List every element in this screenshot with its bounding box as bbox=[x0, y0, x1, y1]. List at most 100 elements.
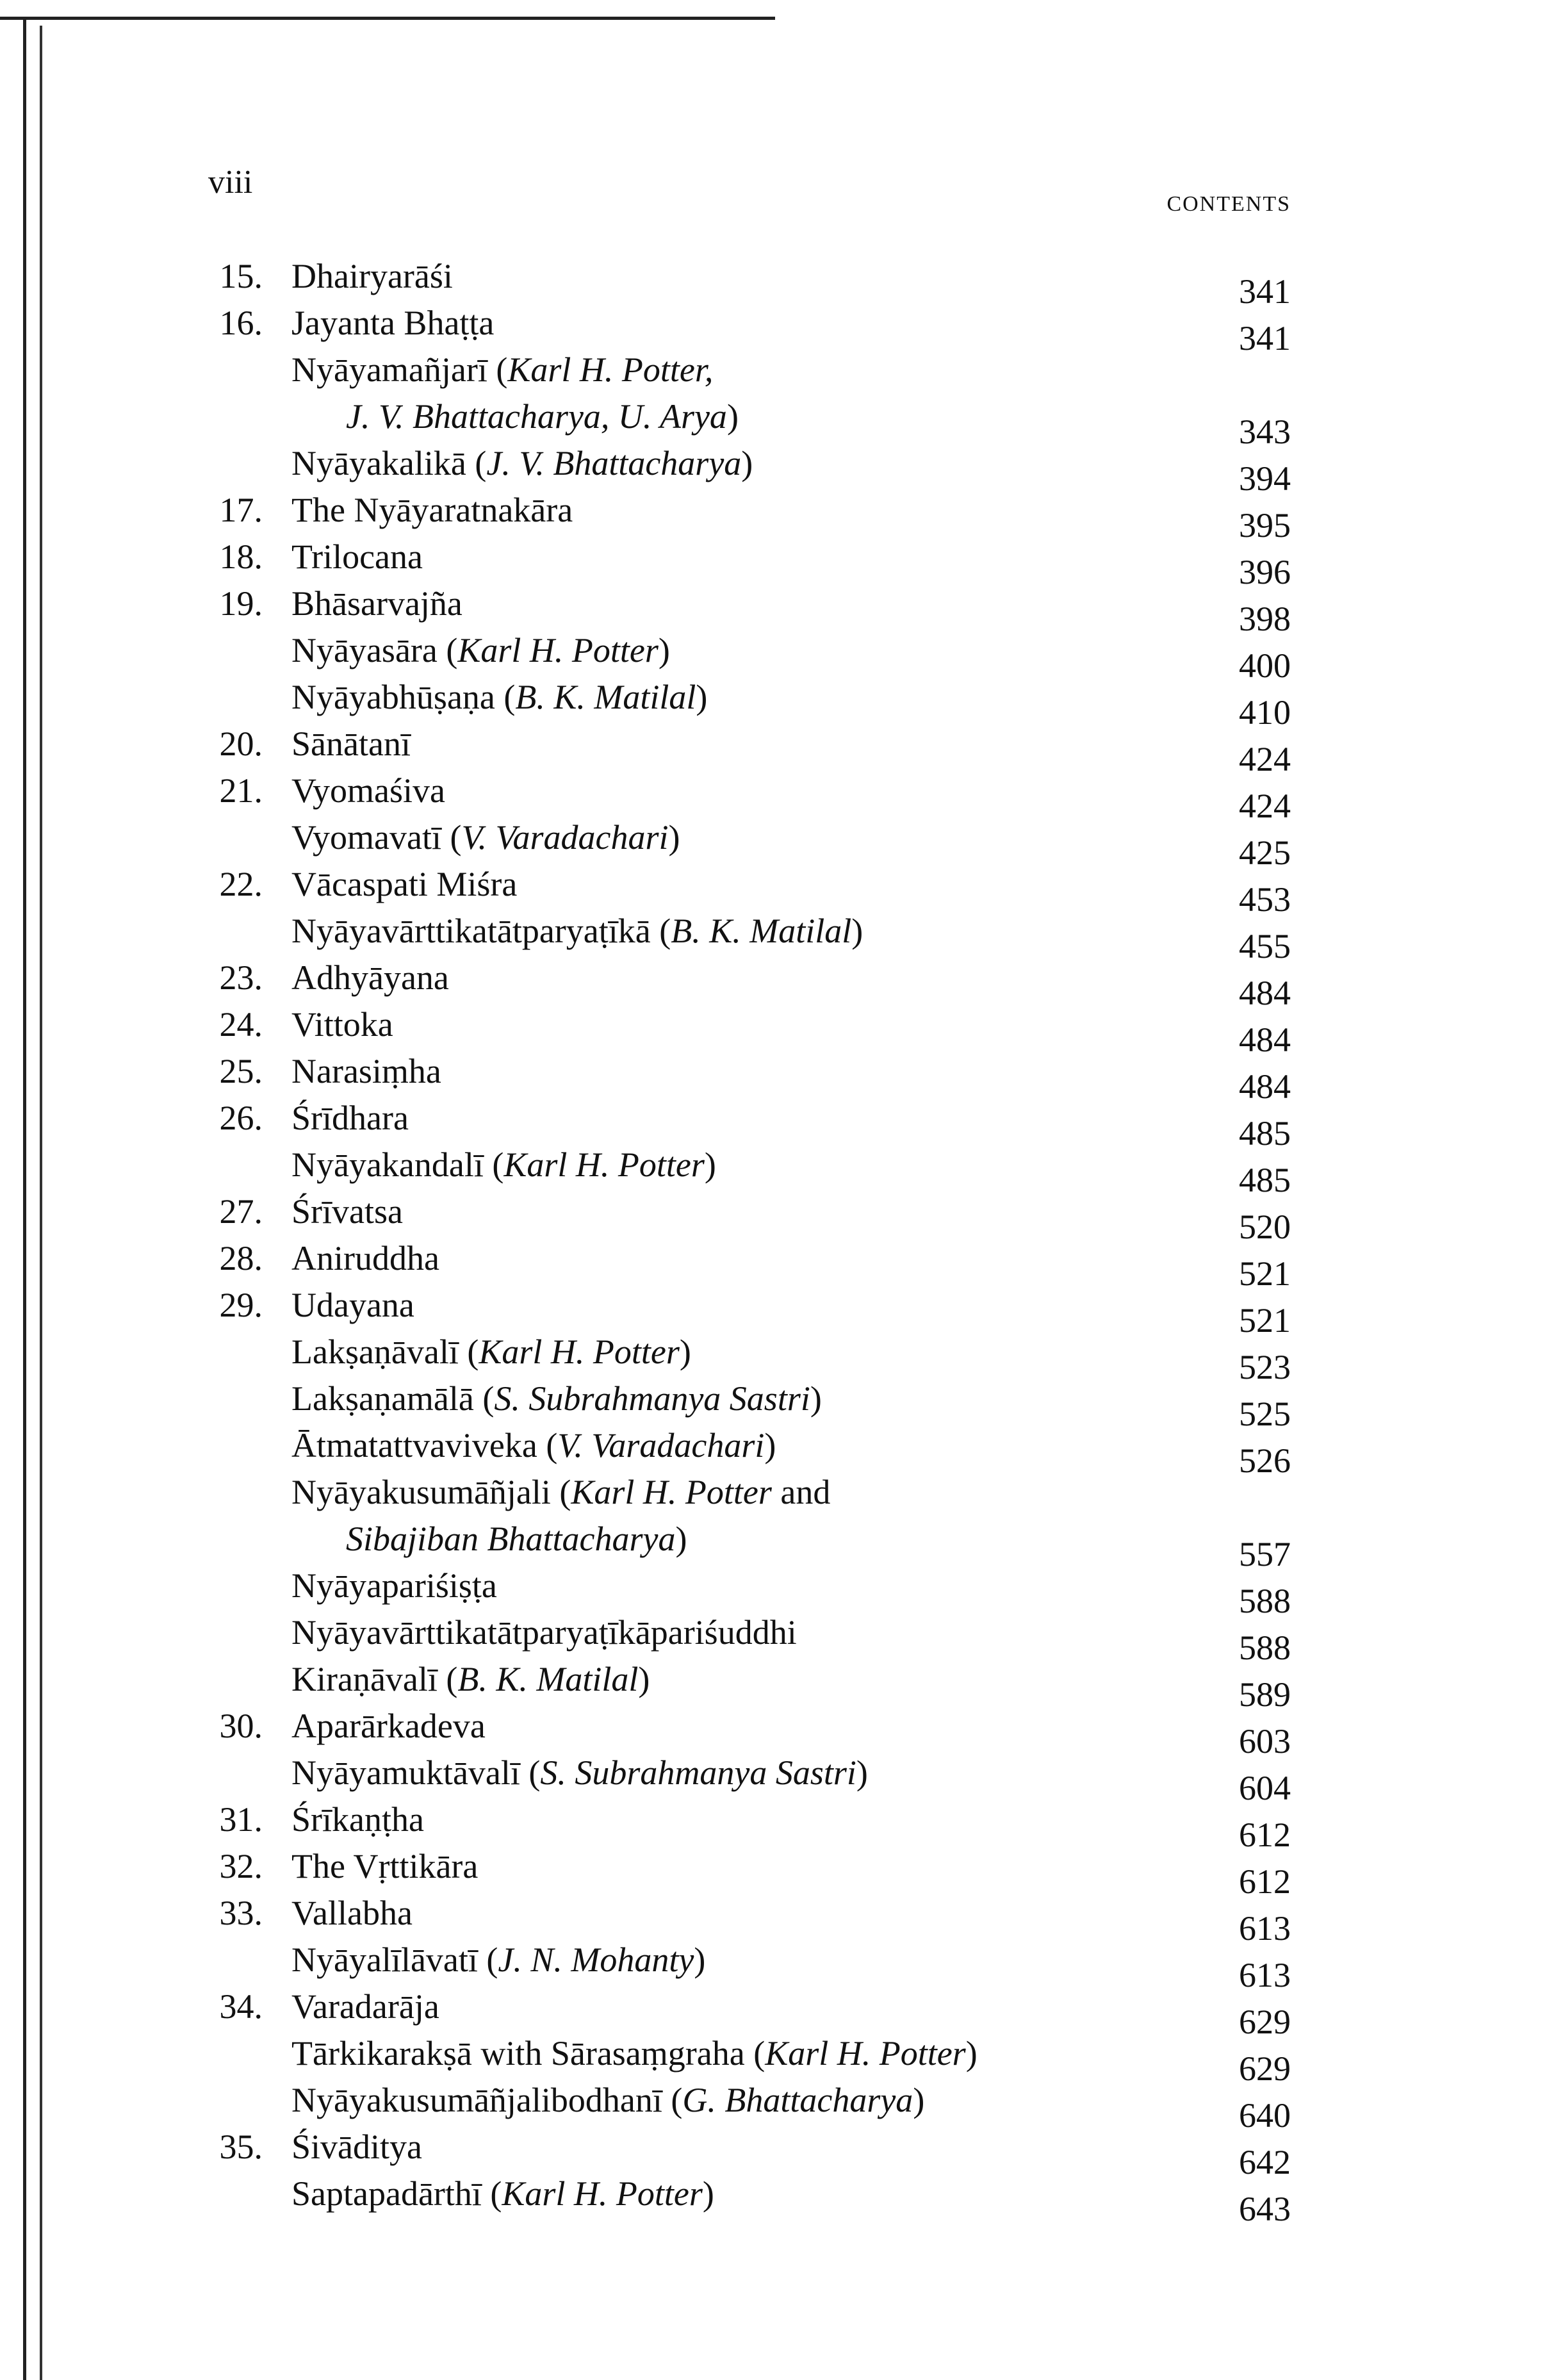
translator-name: V. Varadachari bbox=[557, 1426, 765, 1465]
title-text: Adhyāyana bbox=[291, 958, 449, 997]
title-text: ) bbox=[856, 1753, 868, 1792]
toc-entry: Nyāyalīlāvatī (J. N. Mohanty) 613 bbox=[0, 1940, 1563, 1994]
toc-entry: 24. Vittoka 484 bbox=[0, 1005, 1563, 1059]
translator-name: J. V. Bhattacharya bbox=[486, 444, 742, 482]
toc-entry: 19. Bhāsarvajña 398 bbox=[0, 584, 1563, 638]
toc-entry: Nyāyakandalī (Karl H. Potter) 485 bbox=[0, 1145, 1563, 1199]
toc-entry: Nyāyamañjarī (Karl H. Potter, bbox=[0, 350, 1563, 397]
toc-entry: 16. Jayanta Bhaṭṭa 341 bbox=[0, 303, 1563, 357]
entry-title: Nyāyamañjarī (Karl H. Potter, bbox=[291, 350, 713, 390]
page-reference: 484 bbox=[1239, 1067, 1291, 1106]
title-text: ) bbox=[702, 2174, 714, 2213]
page-reference: 341 bbox=[1239, 319, 1291, 357]
entry-title: Śivāditya bbox=[291, 2127, 422, 2167]
page-reference: 521 bbox=[1239, 1254, 1291, 1293]
toc-entry: Nyāyabhūṣaṇa (B. K. Matilal) 410 bbox=[0, 677, 1563, 732]
chapter-number: 29. bbox=[219, 1286, 263, 1324]
entry-title: Nyāyasāra (Karl H. Potter) bbox=[291, 630, 670, 670]
toc-entry: 27. Śrīvatsa 520 bbox=[0, 1192, 1563, 1246]
title-text: Lakṣaṇāvalī ( bbox=[291, 1333, 479, 1371]
chapter-number: 19. bbox=[219, 584, 263, 623]
toc-entry: 28. Aniruddha 521 bbox=[0, 1238, 1563, 1293]
entry-title: Nyāyamuktāvalī (S. Subrahmanya Sastri) bbox=[291, 1753, 868, 1793]
entry-title: Vyomaśiva bbox=[291, 771, 445, 810]
title-text: ) bbox=[810, 1379, 822, 1418]
entry-title: Adhyāyana bbox=[291, 958, 449, 997]
entry-title: Nyāyakusumāñjalibodhanī (G. Bhattacharya… bbox=[291, 2080, 924, 2120]
title-text: Śrīdhara bbox=[291, 1099, 409, 1137]
chapter-number: 24. bbox=[219, 1005, 263, 1044]
page-reference: 410 bbox=[1239, 693, 1291, 732]
page-reference: 424 bbox=[1239, 787, 1291, 825]
page-reference: 589 bbox=[1239, 1675, 1291, 1714]
translator-name: Karl H. Potter, bbox=[507, 350, 714, 389]
page-reference: 396 bbox=[1239, 553, 1291, 591]
chapter-number: 34. bbox=[219, 1987, 263, 2026]
entry-title: Narasiṃha bbox=[291, 1051, 441, 1091]
toc-entry: 31. Śrīkaṇṭha 612 bbox=[0, 1800, 1563, 1854]
page-reference: 424 bbox=[1239, 740, 1291, 778]
translator-name: V. Varadachari bbox=[461, 818, 669, 857]
toc-entry: 18. Trilocana 396 bbox=[0, 537, 1563, 591]
title-text: Nyāyapariśiṣṭa bbox=[291, 1566, 497, 1605]
translator-name: G. Bhattacharya bbox=[682, 2081, 913, 2119]
page-reference: 520 bbox=[1239, 1208, 1291, 1246]
title-text: Bhāsarvajña bbox=[291, 584, 462, 623]
title-text: ) bbox=[704, 1145, 716, 1184]
title-text: Ātmatattvaviveka ( bbox=[291, 1426, 558, 1465]
entry-title: Vallabha bbox=[291, 1893, 413, 1933]
entry-title: Tārkikarakṣā with Sārasaṃgraha (Karl H. … bbox=[291, 2033, 978, 2073]
page-reference: 588 bbox=[1239, 1629, 1291, 1667]
title-text: Nyāyabhūṣaṇa ( bbox=[291, 678, 516, 716]
entry-title: Udayana bbox=[291, 1285, 414, 1325]
title-text: Jayanta Bhaṭṭa bbox=[291, 304, 495, 342]
title-text: ) bbox=[741, 444, 753, 482]
translator-name: B. K. Matilal bbox=[515, 678, 696, 716]
entry-title: Śrīvatsa bbox=[291, 1192, 403, 1231]
chapter-number: 35. bbox=[219, 2128, 263, 2166]
page-reference: 612 bbox=[1239, 1816, 1291, 1854]
translator-name: J. N. Mohanty bbox=[498, 1941, 694, 1979]
entry-title: Aparārkadeva bbox=[291, 1706, 486, 1746]
title-text: Sānātanī bbox=[291, 725, 411, 763]
translator-name: S. Subrahmanya Sastri bbox=[494, 1379, 810, 1418]
toc-entry: Nyāyavārttikatātparyaṭīkāpariśuddhi 588 bbox=[0, 1613, 1563, 1667]
toc-entry: 29. Udayana 521 bbox=[0, 1285, 1563, 1340]
title-text: ) bbox=[696, 678, 708, 716]
title-text: Aparārkadeva bbox=[291, 1707, 486, 1745]
page-reference: 343 bbox=[1239, 413, 1291, 451]
entry-title: The Vṛttikāra bbox=[291, 1846, 478, 1886]
page-reference: 453 bbox=[1239, 880, 1291, 919]
toc-entry: 34. Varadarāja 629 bbox=[0, 1987, 1563, 2041]
translator-name: Karl H. Potter bbox=[457, 631, 659, 669]
toc-entry: 17. The Nyāyaratnakāra 395 bbox=[0, 490, 1563, 545]
title-text: ) bbox=[675, 1520, 687, 1558]
entry-title: Sānātanī bbox=[291, 724, 411, 764]
left-border-rule bbox=[23, 17, 26, 2380]
title-text: Nyāyamañjarī ( bbox=[291, 350, 508, 389]
page-reference: 612 bbox=[1239, 1862, 1291, 1901]
chapter-number: 18. bbox=[219, 538, 263, 576]
title-text: ) bbox=[658, 631, 670, 669]
title-text: Vyomaśiva bbox=[291, 771, 445, 810]
translator-name: Karl H. Potter bbox=[502, 2174, 703, 2213]
translator-name: Karl H. Potter bbox=[479, 1333, 680, 1371]
title-text: The Nyāyaratnakāra bbox=[291, 491, 573, 529]
entry-title: Nyāyavārttikatātparyaṭīkā (B. K. Matilal… bbox=[291, 911, 863, 951]
page-reference: 640 bbox=[1239, 2096, 1291, 2135]
toc-entry: J. V. Bhattacharya, U. Arya) 343 bbox=[0, 397, 1563, 451]
toc-entry: Nyāyakalikā (J. V. Bhattacharya) 394 bbox=[0, 443, 1563, 498]
page-reference: 629 bbox=[1239, 2049, 1291, 2088]
chapter-number: 22. bbox=[219, 865, 263, 903]
title-text: and bbox=[771, 1473, 831, 1511]
page-reference: 613 bbox=[1239, 1909, 1291, 1948]
page-number-folio: viii bbox=[208, 164, 253, 201]
toc-entry: 15. Dhairyarāśi 341 bbox=[0, 256, 1563, 311]
translator-name: J. V. Bhattacharya, U. Arya bbox=[346, 397, 727, 436]
title-text: Lakṣaṇamālā ( bbox=[291, 1379, 495, 1418]
title-text: Trilocana bbox=[291, 538, 423, 576]
title-text: ) bbox=[913, 2081, 925, 2119]
top-border-rule bbox=[0, 17, 775, 20]
chapter-number: 27. bbox=[219, 1192, 263, 1231]
title-text: Aniruddha bbox=[291, 1239, 439, 1277]
